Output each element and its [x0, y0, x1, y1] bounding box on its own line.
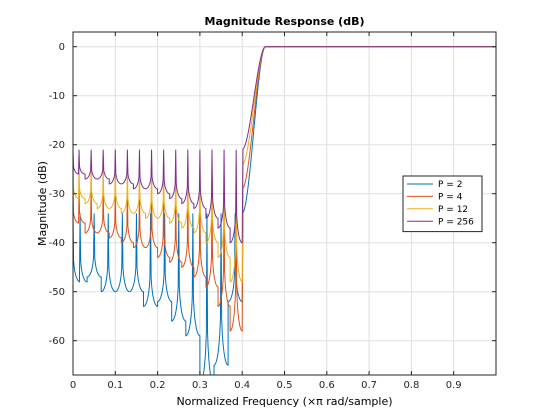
legend-label: P = 2 — [438, 180, 462, 190]
series-line — [73, 46, 496, 244]
y-axis: 0 -10 -20 -30 -40 -50 -60 — [49, 42, 496, 347]
legend: P = 2 P = 4 P = 12 P = 256 — [402, 175, 483, 233]
x-axis: 0 0.1 0.2 0.3 0.4 0.5 0.6 0.7 0.8 0.9 — [70, 32, 462, 391]
y-tick-label: -30 — [49, 189, 65, 200]
y-axis-label: Magnitude (dB) — [36, 161, 49, 246]
y-tick-label: -60 — [49, 336, 65, 347]
series-line — [73, 46, 496, 332]
legend-label: P = 256 — [438, 217, 474, 227]
x-tick-label: 0.3 — [192, 380, 208, 391]
series-line — [73, 46, 496, 283]
x-tick-label: 0.5 — [277, 380, 293, 391]
x-tick-label: 0.6 — [319, 380, 335, 391]
y-tick-label: -20 — [49, 140, 65, 151]
legend-label: P = 4 — [438, 193, 463, 203]
x-axis-label: Normalized Frequency (×π rad/sample) — [176, 395, 392, 408]
series-line — [73, 46, 496, 375]
x-tick-label: 0.2 — [150, 380, 166, 391]
y-tick-label: -50 — [49, 287, 65, 298]
x-tick-label: 0.8 — [403, 380, 419, 391]
legend-label: P = 12 — [438, 205, 468, 215]
y-tick-label: -10 — [49, 91, 65, 102]
legend-box — [402, 175, 483, 233]
series-lines — [73, 46, 496, 375]
y-tick-label: 0 — [59, 42, 65, 53]
x-tick-label: 0.7 — [361, 380, 377, 391]
chart-title: Magnitude Response (dB) — [205, 15, 365, 28]
x-tick-label: 0.1 — [107, 380, 123, 391]
x-tick-label: 0 — [70, 380, 76, 391]
x-tick-label: 0.9 — [446, 380, 462, 391]
y-tick-label: -40 — [49, 238, 65, 249]
x-tick-label: 0.4 — [234, 380, 250, 391]
